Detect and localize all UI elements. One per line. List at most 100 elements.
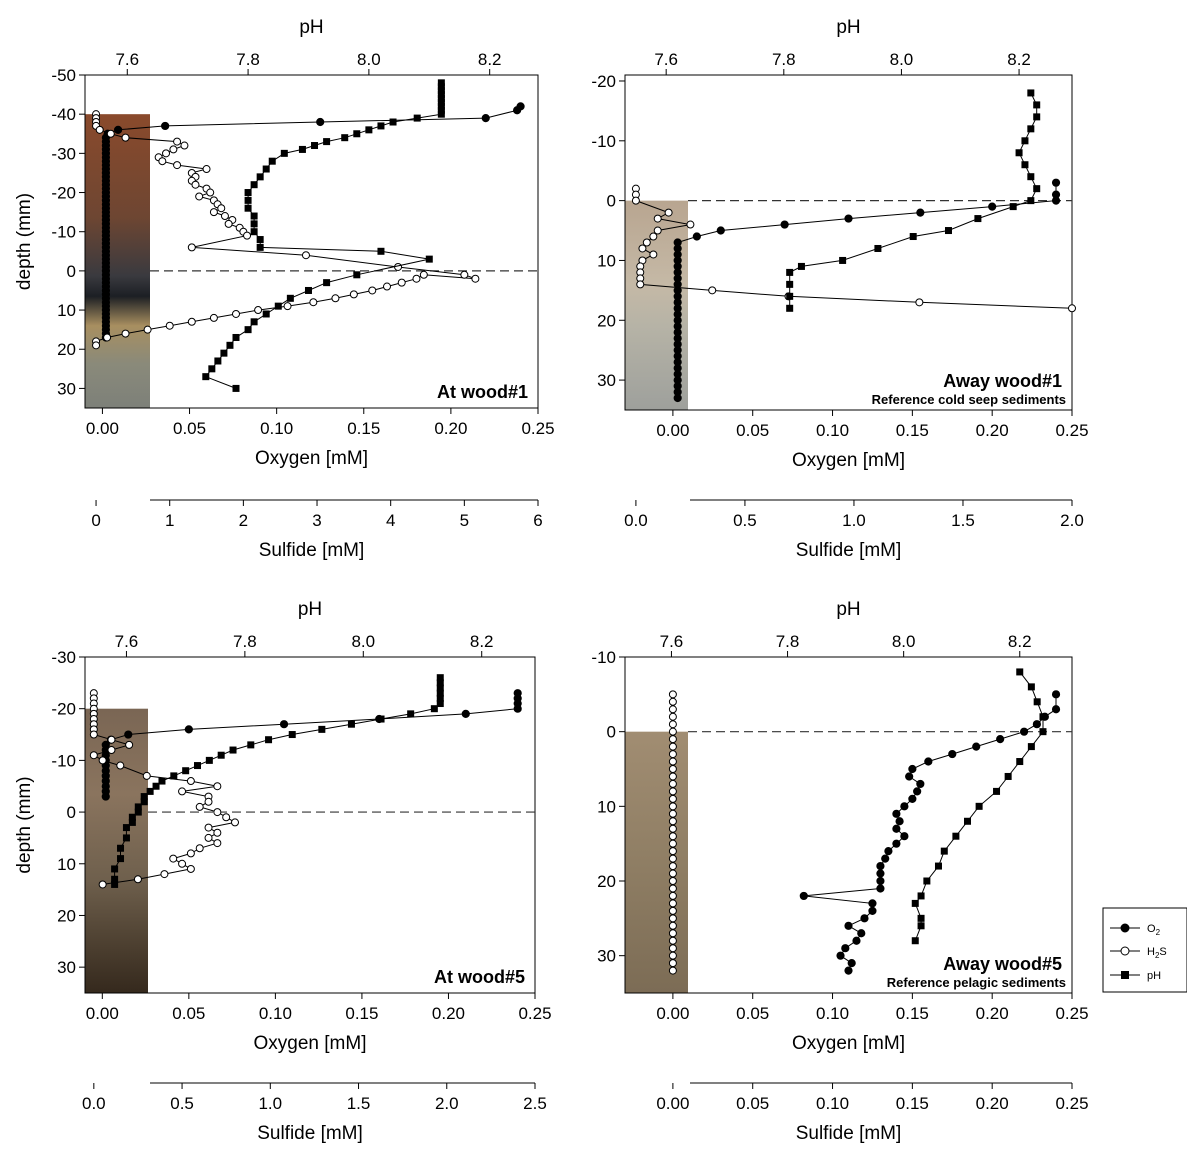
ph-point	[229, 746, 237, 754]
ph-point	[1033, 185, 1041, 193]
h2s-point	[204, 823, 213, 832]
h2s-point	[254, 306, 263, 315]
oxygen-tick-label: 0.00	[656, 421, 689, 440]
ph-tick-label: 7.6	[660, 632, 684, 651]
h2s-point	[206, 188, 215, 197]
ph-point	[786, 292, 794, 300]
panel-away-wood5: -10 0 10 20 30 7.6 7.8 8.0 8.2 pH 0.00 0.05 0.10 0.15…	[591, 599, 1088, 1144]
site-label: At wood#1	[437, 382, 528, 402]
h2s-point	[169, 854, 178, 863]
oxygen-axis-label: Oxygen [mM]	[792, 450, 905, 471]
y-tick-label: 10	[57, 301, 76, 320]
ph-point	[226, 341, 234, 349]
y-tick-label: 30	[597, 371, 616, 390]
o2-point	[114, 125, 123, 134]
series-h2s	[89, 689, 239, 889]
h2s-point	[668, 765, 677, 773]
o2-point	[900, 832, 909, 841]
panel-away-wood1: -20 -10 0 10 20 30 7.6 7.8 8.0 8.2 pH 0.00 0.05 0.10 0…	[591, 17, 1088, 561]
sulfide-axis-label: Sulfide [mM]	[796, 540, 902, 561]
h2s-point	[165, 321, 174, 330]
ph-point	[268, 157, 276, 165]
sulfide-tick-label: 0	[91, 511, 100, 530]
sulfide-tick-label: 0.0	[624, 511, 648, 530]
sulfide-axis-label: Sulfide [mM]	[259, 540, 365, 561]
h2s-point	[173, 137, 182, 146]
plot-frame	[624, 656, 1073, 994]
ph-point	[122, 834, 130, 842]
ph-point	[202, 373, 210, 381]
h2s-point	[232, 309, 240, 318]
ph-point	[111, 880, 119, 888]
ph-point	[786, 268, 794, 276]
o2-point	[892, 824, 901, 833]
o2-point	[876, 869, 885, 878]
o2-point	[1051, 690, 1061, 699]
oxygen-tick-label: 0.00	[656, 1004, 689, 1023]
ph-point	[917, 914, 925, 922]
oxygen-tick-label: 0.25	[521, 419, 554, 438]
legend-h2s-label: H2S	[1147, 946, 1167, 960]
ph-point	[1016, 668, 1024, 676]
ph-point	[111, 875, 119, 883]
oxygen-tick-label: 0.15	[345, 1004, 378, 1023]
h2s-point	[202, 165, 211, 174]
ph-point	[232, 333, 240, 341]
panel-wood5: -30 -20 -10 0 10 20 30 depth (mm) 7.6 7.8 8.0 8.2 pH…	[14, 599, 552, 1144]
ph-point	[232, 384, 240, 392]
y-axis-label: depth (mm)	[14, 776, 35, 873]
sulfide-tick-label: 2.0	[435, 1094, 459, 1113]
ph-point	[377, 715, 385, 723]
h2s-point	[283, 302, 292, 311]
oxygen-tick-label: 0.10	[259, 1004, 292, 1023]
y-tick-label: 0	[67, 803, 76, 822]
o2-point	[847, 959, 856, 968]
y-tick-label: 0	[67, 262, 76, 281]
h2s-point	[195, 192, 204, 201]
core-photo	[85, 114, 150, 409]
sulfide-tick-label: 0.5	[733, 511, 757, 530]
ph-point	[146, 787, 154, 795]
h2s-point	[180, 141, 189, 150]
h2s-point	[668, 779, 677, 788]
ph-tick-label: 8.2	[1007, 50, 1031, 69]
ph-point	[1004, 772, 1012, 780]
h2s-point	[668, 884, 677, 893]
o2-point	[876, 861, 885, 871]
ph-point	[1033, 698, 1041, 706]
ph-point	[437, 91, 445, 99]
ph-tick-label: 7.6	[115, 50, 139, 69]
h2s-point	[412, 274, 421, 283]
oxygen-tick-label: 0.15	[896, 421, 929, 440]
ph-tick-label: 7.8	[772, 50, 796, 69]
h2s-point	[668, 832, 677, 841]
sulfide-tick-label: 6	[533, 511, 542, 530]
y-tick-label: -10	[51, 223, 76, 242]
series-h2s	[92, 110, 480, 350]
site-label: Away wood#1	[943, 371, 1062, 391]
h2s-point	[668, 906, 677, 915]
h2s-point	[169, 145, 178, 154]
oxygen-tick-label: 0.20	[976, 1004, 1009, 1023]
o2-point	[1051, 178, 1061, 187]
o2-point	[972, 742, 981, 751]
oxygen-tick-label: 0.15	[347, 419, 380, 438]
ph-point	[407, 710, 415, 718]
ph-point	[134, 803, 142, 811]
oxygen-tick-label: 0.25	[1055, 421, 1088, 440]
o2-point	[892, 809, 901, 818]
h2s-point	[158, 157, 167, 166]
h2s-point	[668, 944, 677, 953]
ph-point	[1021, 161, 1029, 169]
ph-point	[1027, 683, 1035, 691]
ph-point	[208, 365, 216, 373]
y-tick-label: 30	[597, 947, 616, 966]
ph-point	[436, 689, 444, 697]
h2s-point	[394, 262, 403, 271]
o2-point	[844, 966, 853, 975]
h2s-point	[191, 180, 200, 189]
ph-point	[205, 756, 213, 764]
ph-point	[262, 165, 270, 173]
h2s-point	[98, 880, 107, 889]
o2-point	[860, 914, 869, 923]
